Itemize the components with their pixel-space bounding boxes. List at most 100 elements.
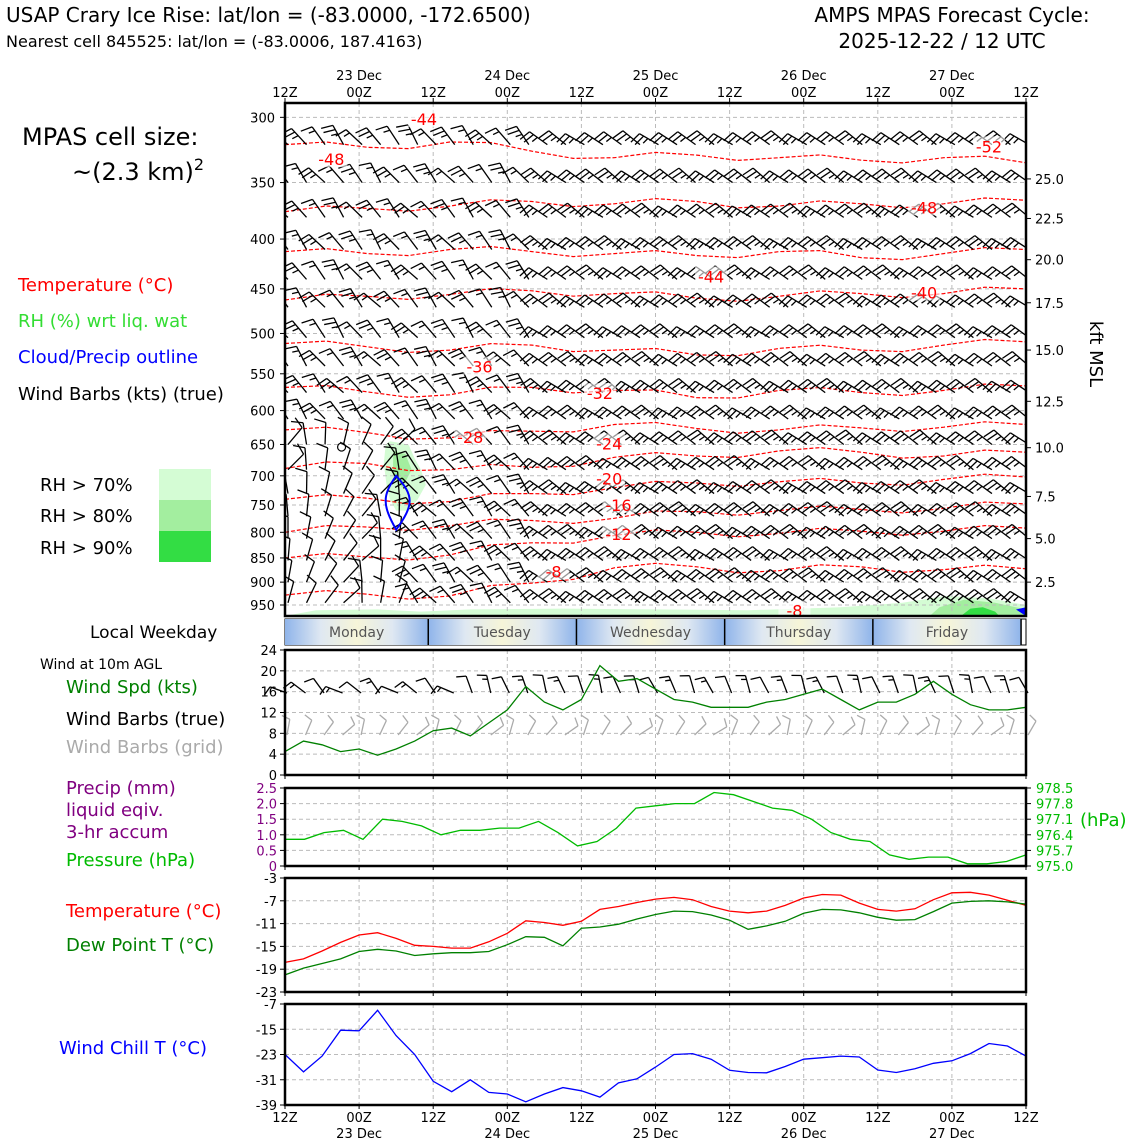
barb-shaft [733,378,752,394]
height-tick-label: 5.0 [1035,533,1056,548]
wind-barb [797,407,826,420]
barb-flag [865,271,872,277]
barb-flag [671,355,682,365]
barb-flag [816,430,827,439]
barb-flag [495,593,502,598]
wind-barb [686,548,715,561]
barb-flag [653,171,664,180]
barb-shaft [759,676,770,694]
barb-flag [310,240,317,246]
barb-flag [301,170,313,179]
wind-barb [390,322,419,339]
wind-barb [519,406,548,420]
barb-flag [686,504,696,514]
barb-flag [520,546,531,555]
barb-flag [323,263,336,268]
barb-shaft [788,324,808,339]
barb-shaft [604,167,622,184]
barb-flag [661,270,669,276]
wind-barb [575,589,604,604]
barb-shaft [769,568,789,583]
barb-shaft [974,167,993,184]
barb-flag [764,354,776,364]
barb-flag [746,591,757,601]
barb-shaft [713,432,733,446]
barb-shaft [844,524,863,540]
barb-shaft [584,481,604,495]
barb-flag [698,462,705,468]
grid-wind-barb [856,714,866,736]
barb-flag [779,324,790,333]
barb-flag [680,594,687,600]
barb-flag [428,499,441,507]
barb-flag [754,507,761,513]
cell-size-value: ~(2.3 km)2 [72,155,204,186]
barb-flag [661,508,668,514]
barb-flag [649,455,661,464]
barb-flag [1013,486,1019,493]
barb-flag [753,714,760,723]
wind-barb [778,502,808,517]
barb-flag [745,134,757,143]
barb-flag [815,204,826,214]
barb-shaft [529,589,548,604]
wind-barb [355,199,382,218]
height-tick-label: 25.0 [1035,173,1064,188]
barb-flag [318,232,330,239]
wind-barb [612,266,641,280]
wind-barb [945,546,974,561]
wind-barb [686,568,715,583]
barb-flag [902,136,909,143]
barb-flag [809,329,817,335]
barb-shaft [677,589,696,604]
barb-flag [459,549,467,554]
barb-shaft [515,126,530,146]
legend-rh70: RH > 70% [40,475,133,496]
wind-barb [686,456,715,471]
barb-shaft [304,447,308,470]
barb-shaft [806,481,826,495]
true-wind-barb [476,674,492,694]
barb-flag [597,296,609,305]
barb-flag [764,432,776,441]
wind-barb [760,568,789,583]
barb-flag [483,454,495,463]
barb-shaft [676,267,696,280]
wind-barb [373,401,400,420]
wind-barb [285,493,289,517]
barb-flag [727,356,738,366]
wind-barb [816,131,845,146]
wind-barb [704,590,733,604]
barb-flag [791,357,798,363]
barb-flag [593,525,604,535]
wind-barb [871,431,900,445]
wind-barb [630,590,659,604]
barb-flag [772,553,778,560]
barb-flag [483,404,495,412]
barb-shaft [597,675,603,694]
wind-barb [723,132,752,146]
barb-flag [958,329,965,335]
barb-flag [630,547,641,558]
barb-flag [349,354,356,358]
barb-flag [1013,208,1020,214]
barb-flag [634,135,645,146]
wind-barb [667,457,696,471]
barb-shaft [458,232,474,250]
barb-flag [746,238,757,247]
barb-flag [742,430,753,439]
wind-barb [723,378,752,394]
barb-flag [630,133,640,143]
barb-flag [727,171,738,180]
barb-flag [495,507,502,512]
wind-barb [465,263,493,280]
barb-shaft [312,318,326,339]
barb-flag [994,271,1001,278]
barb-flag [264,348,275,352]
barb-flag [509,566,522,570]
wind-barb [964,406,993,420]
barb-flag [560,172,571,181]
barb-flag [416,403,429,407]
barb-flag [477,528,484,533]
barb-flag [349,533,358,544]
